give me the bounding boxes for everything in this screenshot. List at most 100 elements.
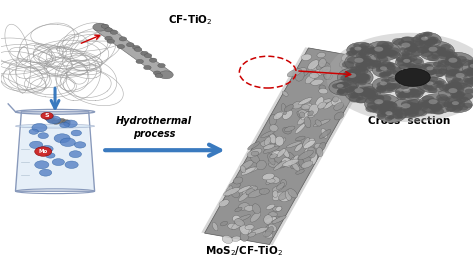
Circle shape bbox=[377, 82, 386, 88]
Circle shape bbox=[344, 70, 356, 77]
Circle shape bbox=[409, 93, 416, 97]
Circle shape bbox=[407, 45, 419, 52]
Circle shape bbox=[406, 45, 419, 52]
Circle shape bbox=[348, 82, 359, 89]
Circle shape bbox=[447, 54, 457, 59]
Ellipse shape bbox=[284, 126, 295, 132]
Circle shape bbox=[375, 44, 387, 51]
Circle shape bbox=[444, 97, 472, 113]
Circle shape bbox=[468, 71, 474, 76]
Circle shape bbox=[451, 101, 458, 105]
Ellipse shape bbox=[265, 225, 275, 232]
Ellipse shape bbox=[273, 192, 284, 201]
Circle shape bbox=[466, 70, 474, 76]
Circle shape bbox=[397, 113, 407, 119]
Circle shape bbox=[384, 79, 390, 82]
Ellipse shape bbox=[262, 173, 274, 180]
Ellipse shape bbox=[229, 182, 240, 189]
Circle shape bbox=[419, 45, 426, 49]
Circle shape bbox=[381, 64, 388, 68]
Ellipse shape bbox=[287, 69, 302, 77]
Circle shape bbox=[427, 54, 439, 61]
Circle shape bbox=[355, 61, 367, 68]
Circle shape bbox=[447, 106, 456, 111]
Circle shape bbox=[398, 64, 407, 69]
Circle shape bbox=[367, 47, 379, 54]
Circle shape bbox=[365, 106, 378, 113]
Circle shape bbox=[361, 47, 371, 52]
Text: Hydrothermal
process: Hydrothermal process bbox=[116, 116, 192, 139]
Circle shape bbox=[359, 76, 370, 82]
Circle shape bbox=[465, 89, 474, 94]
Circle shape bbox=[358, 74, 371, 81]
Circle shape bbox=[425, 73, 430, 76]
Circle shape bbox=[405, 41, 412, 45]
Circle shape bbox=[426, 45, 434, 49]
Ellipse shape bbox=[298, 110, 308, 116]
Circle shape bbox=[340, 82, 350, 88]
Circle shape bbox=[408, 65, 414, 69]
Circle shape bbox=[355, 47, 362, 51]
Ellipse shape bbox=[311, 62, 323, 71]
Circle shape bbox=[355, 49, 363, 53]
Circle shape bbox=[421, 101, 434, 107]
Circle shape bbox=[347, 42, 375, 58]
Circle shape bbox=[417, 46, 429, 53]
Circle shape bbox=[355, 46, 365, 52]
Circle shape bbox=[380, 72, 390, 78]
Circle shape bbox=[357, 97, 364, 100]
Circle shape bbox=[353, 68, 366, 76]
Circle shape bbox=[457, 72, 468, 78]
Ellipse shape bbox=[223, 188, 240, 196]
Circle shape bbox=[65, 161, 78, 168]
Circle shape bbox=[420, 50, 433, 57]
Circle shape bbox=[46, 153, 55, 158]
Circle shape bbox=[392, 113, 402, 119]
Circle shape bbox=[446, 69, 458, 76]
Circle shape bbox=[356, 53, 365, 59]
Ellipse shape bbox=[93, 23, 107, 31]
Circle shape bbox=[451, 93, 464, 100]
Circle shape bbox=[452, 86, 465, 94]
Circle shape bbox=[376, 86, 383, 90]
Circle shape bbox=[444, 71, 456, 78]
Circle shape bbox=[351, 46, 358, 51]
Circle shape bbox=[432, 103, 443, 109]
Circle shape bbox=[381, 111, 391, 116]
Circle shape bbox=[472, 59, 474, 64]
Circle shape bbox=[446, 67, 474, 88]
Circle shape bbox=[456, 102, 465, 108]
Circle shape bbox=[466, 78, 474, 84]
Ellipse shape bbox=[282, 91, 288, 96]
Circle shape bbox=[349, 86, 358, 91]
Ellipse shape bbox=[246, 186, 257, 195]
Circle shape bbox=[404, 47, 416, 54]
Circle shape bbox=[408, 105, 419, 112]
Circle shape bbox=[420, 39, 430, 44]
Circle shape bbox=[41, 146, 53, 152]
Circle shape bbox=[338, 86, 348, 92]
Circle shape bbox=[427, 69, 437, 74]
Circle shape bbox=[389, 115, 395, 118]
Circle shape bbox=[375, 95, 384, 99]
Polygon shape bbox=[201, 47, 377, 245]
Circle shape bbox=[347, 73, 356, 78]
Ellipse shape bbox=[247, 142, 260, 150]
Ellipse shape bbox=[286, 141, 301, 148]
Circle shape bbox=[430, 69, 437, 73]
Circle shape bbox=[445, 56, 458, 63]
Circle shape bbox=[406, 102, 419, 109]
Circle shape bbox=[385, 50, 398, 57]
Circle shape bbox=[415, 35, 425, 40]
Circle shape bbox=[427, 80, 436, 85]
Circle shape bbox=[418, 103, 425, 107]
Circle shape bbox=[401, 36, 413, 43]
Circle shape bbox=[401, 55, 410, 60]
Circle shape bbox=[420, 81, 430, 86]
Circle shape bbox=[365, 97, 377, 104]
Circle shape bbox=[337, 89, 346, 94]
Circle shape bbox=[366, 47, 379, 55]
Circle shape bbox=[423, 31, 433, 37]
Circle shape bbox=[386, 64, 396, 70]
Circle shape bbox=[376, 51, 389, 58]
